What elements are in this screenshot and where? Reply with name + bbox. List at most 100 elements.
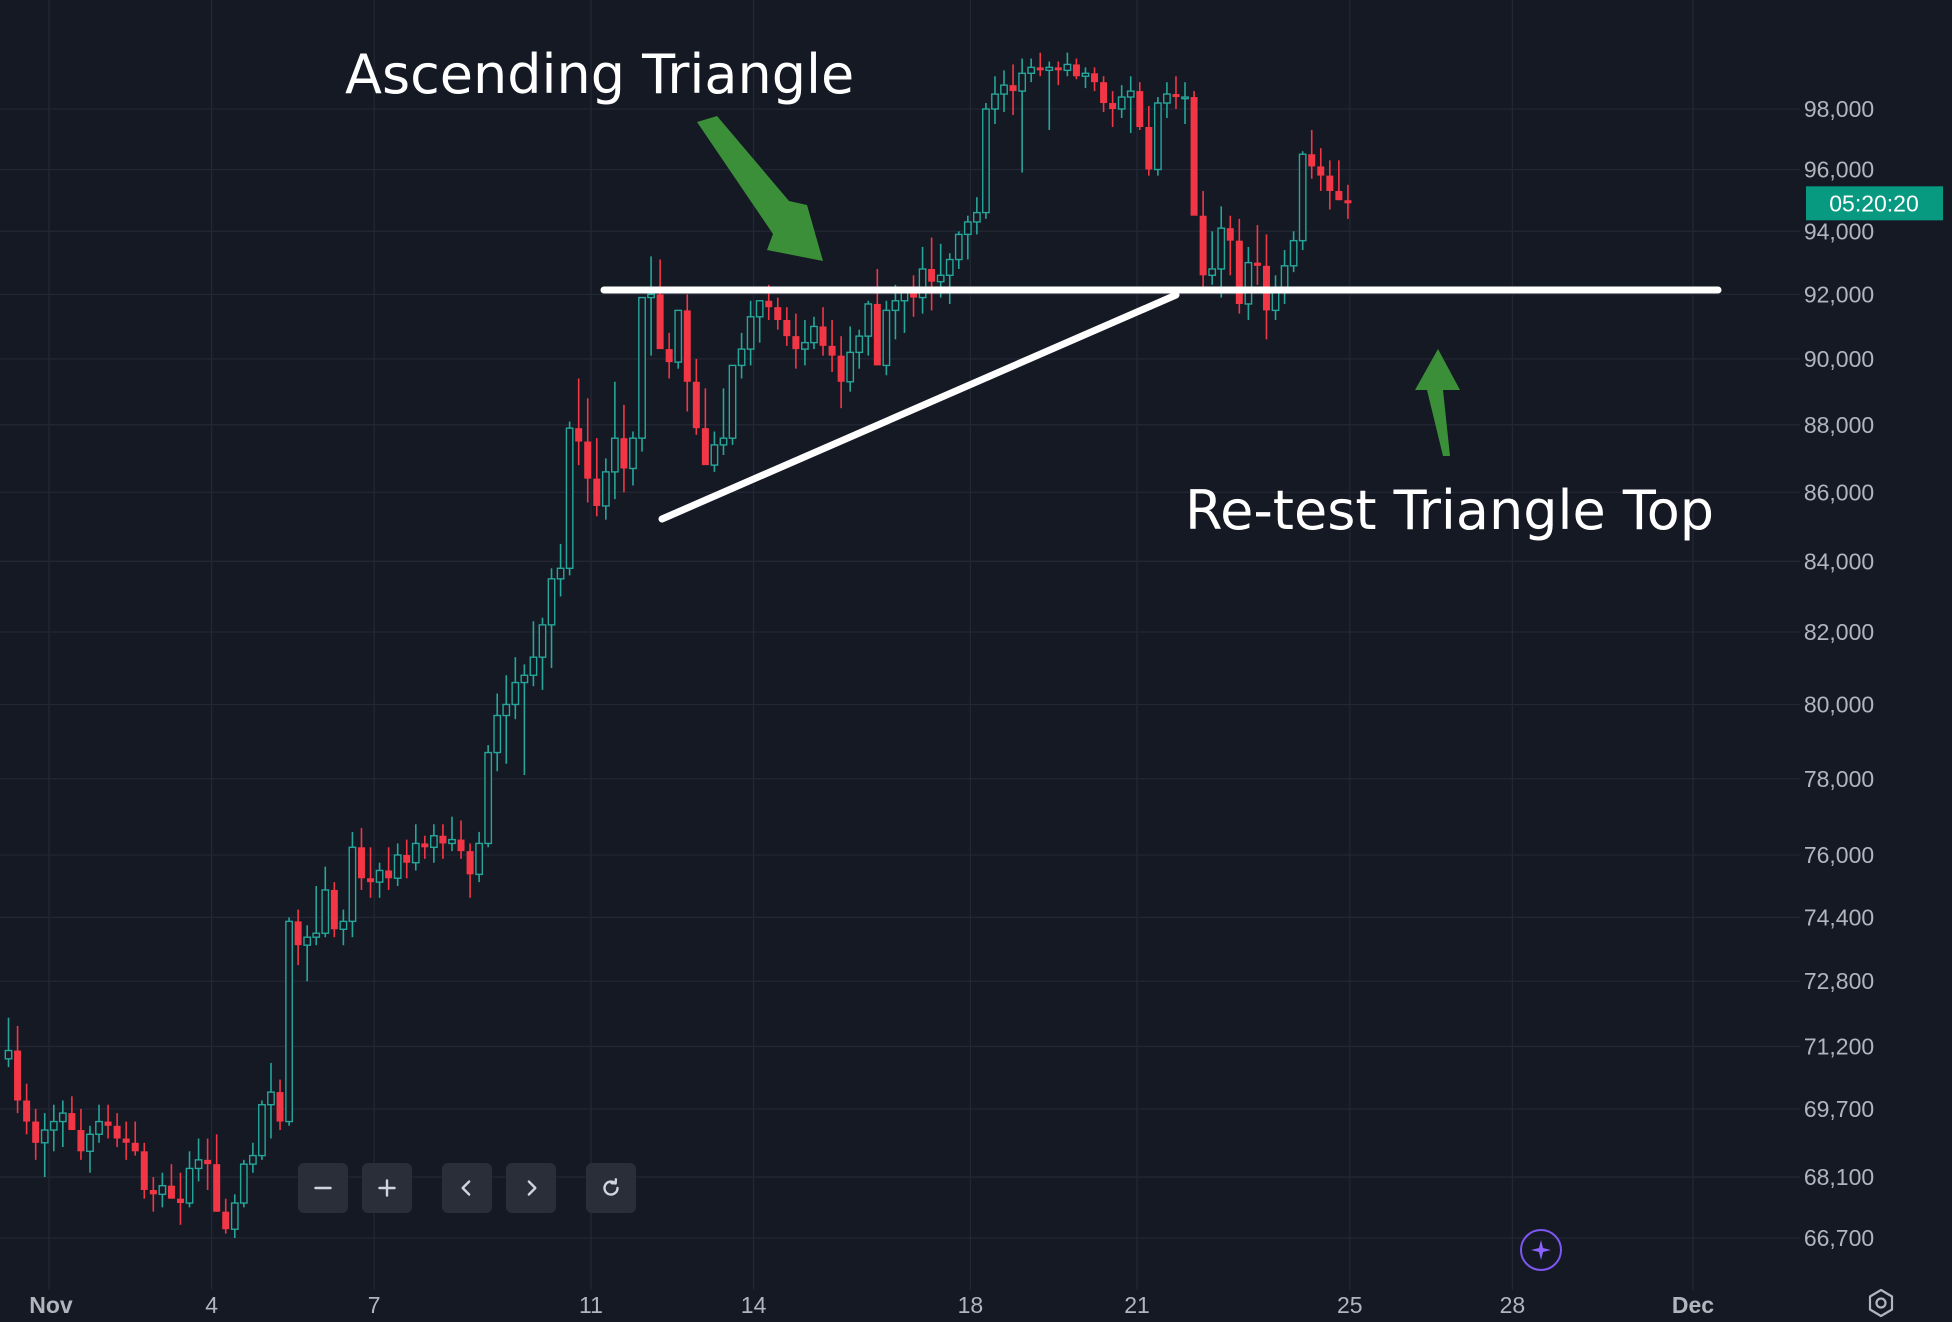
candle	[737, 332, 746, 379]
candle	[910, 275, 918, 317]
candle	[439, 824, 447, 859]
candle	[928, 237, 936, 311]
ai-assistant-button[interactable]	[1520, 1229, 1562, 1271]
candle	[819, 307, 827, 356]
candle	[393, 843, 402, 887]
y-tick-label: 94,000	[1804, 218, 1874, 244]
candle	[411, 824, 420, 871]
candle	[1072, 58, 1080, 80]
candle	[457, 820, 465, 859]
candle	[547, 568, 556, 669]
chevron-right-icon	[527, 1180, 537, 1196]
candle	[176, 1172, 184, 1225]
candle	[14, 1025, 22, 1114]
y-tick-label: 72,800	[1804, 968, 1874, 994]
x-tick-label: 4	[205, 1292, 218, 1318]
candle	[58, 1100, 67, 1148]
x-tick-label: Nov	[29, 1292, 73, 1318]
candle	[248, 1142, 257, 1173]
candle	[674, 309, 683, 369]
candle	[493, 693, 502, 772]
candle	[1172, 76, 1180, 109]
candle	[448, 816, 456, 852]
zoom-out-button[interactable]	[298, 1163, 348, 1213]
candle	[1344, 184, 1352, 219]
candle	[131, 1121, 139, 1156]
scroll-right-button[interactable]	[506, 1163, 556, 1213]
candle	[801, 320, 809, 366]
scroll-left-button[interactable]	[442, 1163, 492, 1213]
y-tick-label: 88,000	[1804, 412, 1874, 438]
candle	[1317, 148, 1325, 191]
zoom-in-button[interactable]	[362, 1163, 412, 1213]
candle	[1100, 76, 1108, 112]
candle	[49, 1104, 58, 1152]
candle	[140, 1142, 148, 1199]
candle	[864, 300, 873, 356]
candle	[620, 404, 628, 493]
candle	[1181, 82, 1189, 125]
candle	[520, 664, 529, 776]
candle	[213, 1134, 221, 1212]
x-tick-label: 18	[958, 1292, 984, 1318]
price-countdown-label: 05:20:20	[1806, 186, 1943, 221]
candle	[95, 1104, 103, 1143]
x-tick-label: 25	[1337, 1292, 1363, 1318]
candle	[185, 1151, 194, 1208]
candle	[1298, 151, 1307, 251]
support-trendline[interactable]	[658, 291, 1180, 523]
candle	[1280, 250, 1289, 304]
countdown-text: 05:20:20	[1829, 190, 1919, 216]
minus-icon	[314, 1186, 332, 1190]
reset-chart-button[interactable]	[586, 1163, 636, 1213]
candles	[4, 52, 1352, 1238]
candle	[647, 256, 655, 356]
candle	[891, 284, 900, 340]
candle	[77, 1108, 85, 1160]
candle	[1308, 130, 1316, 179]
candle	[783, 307, 791, 346]
candle	[565, 421, 574, 576]
candle	[339, 909, 348, 946]
candle	[1054, 61, 1062, 86]
candle	[1018, 58, 1027, 173]
candle	[982, 103, 990, 219]
chevron-left-icon	[461, 1180, 471, 1196]
candle	[1045, 61, 1054, 131]
candle	[86, 1125, 94, 1173]
candle	[475, 831, 484, 883]
candle	[122, 1121, 130, 1160]
candle	[4, 1017, 13, 1068]
grid	[0, 0, 1800, 1290]
arrow-down-right-icon	[697, 116, 823, 261]
annotation-retest-triangle-top: Re-test Triangle Top	[1185, 479, 1714, 542]
sparkle-icon	[1531, 1240, 1551, 1260]
candle	[683, 294, 691, 412]
candle	[348, 831, 357, 938]
arrow-up-icon	[1415, 349, 1460, 456]
candle	[1235, 218, 1243, 314]
candle	[466, 843, 474, 898]
candle	[710, 431, 719, 472]
candle	[113, 1113, 121, 1148]
candle	[267, 1062, 275, 1139]
y-tick-label: 82,000	[1804, 619, 1874, 645]
y-tick-label: 84,000	[1804, 548, 1874, 574]
candle	[963, 215, 972, 260]
chart-settings-button[interactable]	[1866, 1288, 1896, 1318]
candle	[357, 828, 365, 890]
x-tick-label: 14	[741, 1292, 767, 1318]
candle	[1117, 85, 1126, 118]
y-tick-label: 92,000	[1804, 281, 1874, 307]
candle	[1009, 64, 1017, 115]
candle	[1226, 215, 1234, 276]
x-tick-label: 28	[1500, 1292, 1526, 1318]
candle	[692, 358, 700, 435]
candle	[1109, 91, 1117, 128]
candle	[918, 246, 927, 314]
candle	[1335, 160, 1343, 201]
candle	[149, 1177, 157, 1212]
y-tick-label: 66,700	[1804, 1225, 1874, 1251]
